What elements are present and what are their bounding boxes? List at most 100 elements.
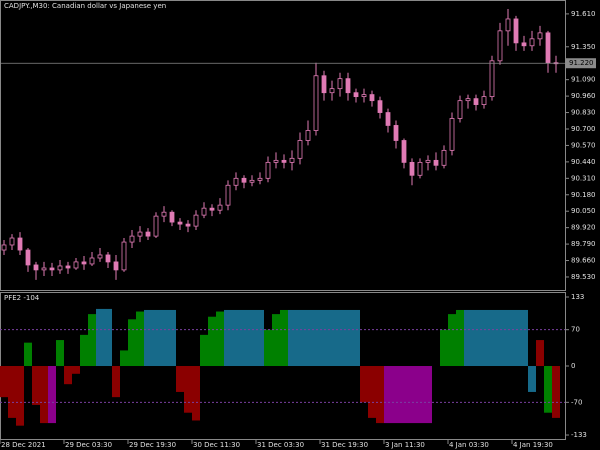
bar: [0, 366, 8, 398]
bar: [440, 329, 448, 367]
bar: [152, 309, 160, 367]
y-tick-label: 91.350: [571, 43, 596, 51]
candle-body: [129, 235, 135, 243]
y-tick-label: 90.830: [571, 109, 596, 117]
bar: [384, 366, 392, 424]
candle-body: [105, 254, 111, 263]
bar: [8, 366, 16, 418]
bar: [144, 309, 152, 367]
bar: [400, 366, 408, 424]
candle-body: [345, 78, 351, 94]
bar: [48, 366, 56, 424]
candle-body: [25, 249, 31, 266]
bar: [160, 309, 168, 367]
candle-body: [449, 118, 455, 151]
candle-body: [481, 96, 487, 105]
y-tick-label: 70: [571, 326, 580, 334]
candle-body: [281, 159, 287, 163]
candle-body: [241, 177, 247, 183]
bar: [504, 309, 512, 367]
candle-body: [49, 267, 55, 271]
current-price-label: 91.220: [569, 59, 594, 67]
bar: [24, 342, 32, 367]
candle-body: [193, 214, 199, 227]
bar: [528, 366, 536, 392]
bar: [128, 319, 136, 367]
candle-body: [81, 261, 87, 265]
candle-body: [305, 130, 311, 141]
bar: [312, 309, 320, 367]
bar: [184, 366, 192, 413]
candle-body: [177, 221, 183, 225]
chart-title: CADJPY.,M30: Canadian dollar vs Japanese…: [4, 2, 166, 10]
candle-body: [545, 32, 551, 64]
candle-body: [113, 261, 119, 271]
candle-body: [97, 254, 103, 259]
bar: [536, 340, 544, 367]
candle-body: [121, 241, 127, 271]
y-tick-label: 89.920: [571, 224, 596, 232]
candle-body: [457, 100, 463, 119]
indicator-title: PFE2 -104: [4, 294, 40, 302]
bar: [464, 309, 472, 367]
bar: [544, 366, 552, 413]
y-tick-label: 90.440: [571, 158, 596, 166]
bar: [104, 308, 112, 367]
candle-body: [417, 161, 423, 176]
bar: [264, 329, 272, 367]
bar: [392, 366, 400, 424]
candle-body: [9, 237, 15, 246]
bar: [248, 309, 256, 367]
candle-body: [201, 207, 207, 216]
candle-body: [233, 177, 239, 186]
bar: [256, 309, 264, 367]
candle-body: [313, 75, 319, 131]
candle-body: [217, 204, 223, 211]
bar: [344, 309, 352, 367]
y-tick-label: 89.790: [571, 240, 596, 248]
candle-body: [425, 159, 431, 163]
candle-body: [521, 42, 527, 47]
candle-body: [441, 149, 447, 166]
y-tick-label: -70: [571, 398, 582, 406]
candle-body: [209, 207, 215, 211]
bar: [280, 309, 288, 367]
bar: [328, 309, 336, 367]
candle-body: [369, 94, 375, 102]
bar: [96, 308, 104, 367]
bar: [288, 309, 296, 367]
candle-body: [409, 161, 415, 176]
candle-body: [465, 98, 471, 102]
bar: [448, 314, 456, 367]
bar: [232, 309, 240, 367]
y-tick-label: 91.090: [571, 76, 596, 84]
candle-body: [529, 38, 535, 47]
candle-body: [393, 125, 399, 141]
bar: [88, 314, 96, 367]
candle-body: [489, 60, 495, 98]
bar: [208, 316, 216, 367]
y-tick-label: 91.610: [571, 10, 596, 18]
bar: [496, 309, 504, 367]
bar: [240, 309, 248, 367]
bar: [120, 350, 128, 367]
x-tick-label: 4 Jan 19:30: [513, 441, 553, 449]
candle-body: [353, 92, 359, 98]
candle-body: [57, 265, 63, 271]
x-tick-label: 29 Dec 19:30: [129, 441, 176, 449]
y-tick-label: 133: [571, 293, 584, 301]
candle-body: [505, 18, 511, 32]
bar: [40, 366, 48, 424]
x-tick-label: 3 Jan 11:30: [385, 441, 425, 449]
y-tick-label: 89.530: [571, 273, 596, 281]
bar: [64, 366, 72, 385]
candle-body: [73, 261, 79, 269]
bar: [376, 366, 384, 424]
y-tick-label: -133: [571, 431, 587, 439]
bar: [200, 334, 208, 367]
bar: [424, 366, 432, 424]
candle-body: [1, 244, 7, 251]
candle-body: [385, 112, 391, 126]
